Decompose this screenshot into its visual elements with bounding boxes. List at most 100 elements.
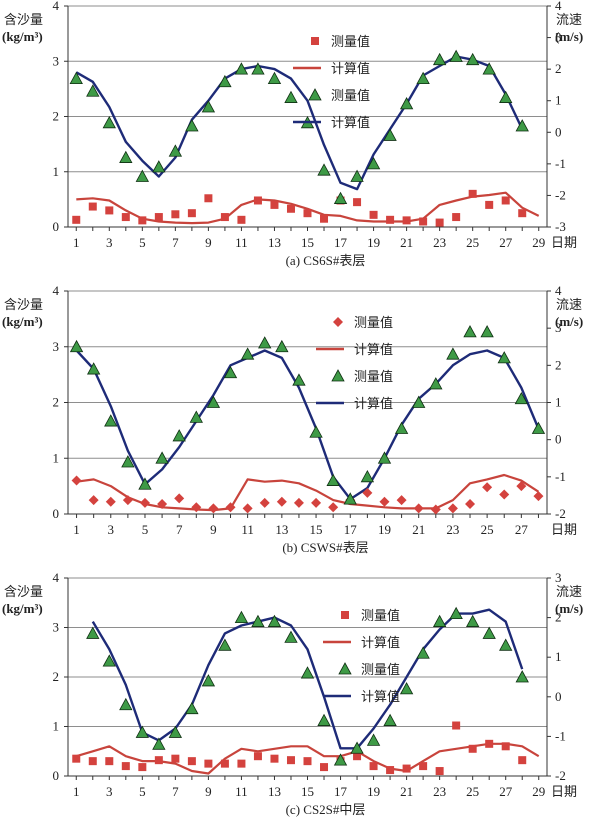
point-measured-sediment bbox=[138, 216, 147, 225]
y-tick-label-right: 1 bbox=[555, 93, 562, 108]
y-tick-label-left: 2 bbox=[53, 669, 60, 684]
x-axis-label: 日期 bbox=[551, 235, 577, 250]
point-measured-velocity bbox=[366, 157, 381, 170]
point-measured-sediment bbox=[396, 495, 407, 506]
point-measured-sediment bbox=[303, 209, 312, 218]
point-measured-velocity bbox=[394, 421, 409, 434]
x-tick-label: 5 bbox=[142, 522, 149, 537]
point-measured-sediment bbox=[204, 759, 213, 768]
point-measured-velocity bbox=[135, 725, 150, 738]
y-tick-label-right: -2 bbox=[555, 768, 566, 783]
point-measured-velocity bbox=[309, 425, 323, 438]
y-tick-label-left: 3 bbox=[53, 339, 60, 354]
point-measured-velocity bbox=[201, 674, 216, 687]
point-measured-sediment bbox=[171, 210, 180, 219]
legend-label: 计算值 bbox=[361, 635, 400, 650]
point-measured-sediment bbox=[237, 759, 246, 768]
y-tick-label-left: 1 bbox=[53, 719, 60, 734]
point-measured-velocity bbox=[168, 144, 183, 157]
y-tick-label-left: 2 bbox=[53, 109, 60, 124]
point-measured-sediment bbox=[286, 756, 295, 765]
point-measured-sediment bbox=[220, 213, 229, 222]
point-measured-velocity bbox=[497, 351, 511, 364]
x-tick-label: 9 bbox=[210, 522, 217, 537]
x-tick-label: 1 bbox=[73, 784, 80, 799]
legend-label: 计算值 bbox=[354, 396, 393, 411]
point-measured-velocity bbox=[333, 191, 348, 204]
point-measured-velocity bbox=[317, 713, 331, 726]
point-measured-sediment bbox=[452, 213, 461, 222]
point-measured-velocity bbox=[284, 90, 298, 103]
point-measured-velocity bbox=[463, 325, 477, 338]
y-tick-label-right: -2 bbox=[555, 506, 566, 521]
y-axis-unit-left: (kg/m³) bbox=[2, 601, 43, 616]
point-measured-velocity bbox=[102, 654, 116, 667]
x-tick-label: 27 bbox=[499, 784, 513, 799]
point-measured-sediment bbox=[187, 757, 196, 766]
x-tick-label: 13 bbox=[268, 235, 281, 250]
y-tick-label-right: 0 bbox=[555, 124, 562, 139]
point-measured-velocity bbox=[465, 52, 480, 66]
legend-swatch-measured-sediment bbox=[333, 317, 343, 327]
point-measured-velocity bbox=[104, 414, 118, 427]
point-measured-sediment bbox=[320, 214, 329, 223]
point-measured-velocity bbox=[360, 469, 375, 483]
y-tick-label-right: 2 bbox=[555, 357, 562, 372]
point-measured-velocity bbox=[432, 52, 447, 66]
x-tick-label: 15 bbox=[301, 235, 314, 250]
y-tick-label-right: 2 bbox=[555, 61, 562, 76]
point-measured-sediment bbox=[270, 200, 279, 209]
point-measured-velocity bbox=[218, 74, 232, 88]
series-line-computed-sediment bbox=[75, 742, 540, 775]
y-tick-label-right: 1 bbox=[555, 395, 562, 410]
point-measured-sediment bbox=[419, 217, 428, 226]
point-measured-velocity bbox=[399, 97, 414, 110]
point-measured-velocity bbox=[416, 646, 430, 659]
x-tick-label: 25 bbox=[481, 522, 494, 537]
point-measured-sediment bbox=[220, 759, 229, 768]
point-measured-sediment bbox=[402, 764, 411, 773]
point-measured-sediment bbox=[402, 216, 411, 225]
point-measured-velocity bbox=[499, 90, 513, 103]
point-measured-sediment bbox=[253, 752, 262, 761]
point-measured-sediment bbox=[88, 202, 97, 211]
point-measured-velocity bbox=[152, 160, 166, 173]
point-measured-velocity bbox=[119, 150, 133, 163]
y-axis-unit-right: (m/s) bbox=[555, 601, 583, 616]
point-measured-sediment bbox=[122, 495, 133, 506]
legend-swatch-measured-velocity bbox=[308, 88, 322, 101]
point-measured-sediment bbox=[468, 189, 477, 198]
point-measured-sediment bbox=[105, 757, 114, 766]
point-measured-velocity bbox=[399, 682, 414, 695]
point-measured-sediment bbox=[447, 503, 458, 514]
point-measured-sediment bbox=[430, 504, 441, 515]
y-tick-label-right: 2 bbox=[555, 610, 562, 625]
y-axis-title-right: 流速 bbox=[556, 584, 582, 599]
point-measured-sediment bbox=[276, 496, 287, 507]
point-measured-velocity bbox=[275, 339, 289, 353]
point-measured-sediment bbox=[72, 754, 81, 763]
point-measured-velocity bbox=[531, 421, 546, 434]
y-tick-label-left: 1 bbox=[53, 450, 60, 465]
point-measured-sediment bbox=[174, 493, 185, 504]
point-measured-sediment bbox=[237, 215, 246, 224]
point-measured-velocity bbox=[449, 606, 463, 620]
point-measured-sediment bbox=[328, 502, 339, 513]
point-measured-sediment bbox=[208, 503, 219, 514]
point-measured-velocity bbox=[499, 638, 513, 651]
y-tick-label-left: 0 bbox=[53, 219, 60, 234]
point-measured-velocity bbox=[135, 169, 150, 182]
point-measured-velocity bbox=[218, 638, 232, 651]
legend-label: 测量值 bbox=[354, 315, 393, 330]
point-measured-sediment bbox=[259, 497, 270, 508]
x-tick-label: 27 bbox=[499, 235, 513, 250]
point-measured-sediment bbox=[187, 209, 196, 218]
point-measured-sediment bbox=[139, 497, 150, 508]
x-tick-label: 3 bbox=[108, 522, 115, 537]
point-measured-sediment bbox=[105, 496, 116, 507]
y-axis-title-left: 含沙量 bbox=[4, 584, 43, 599]
point-measured-velocity bbox=[201, 100, 216, 113]
